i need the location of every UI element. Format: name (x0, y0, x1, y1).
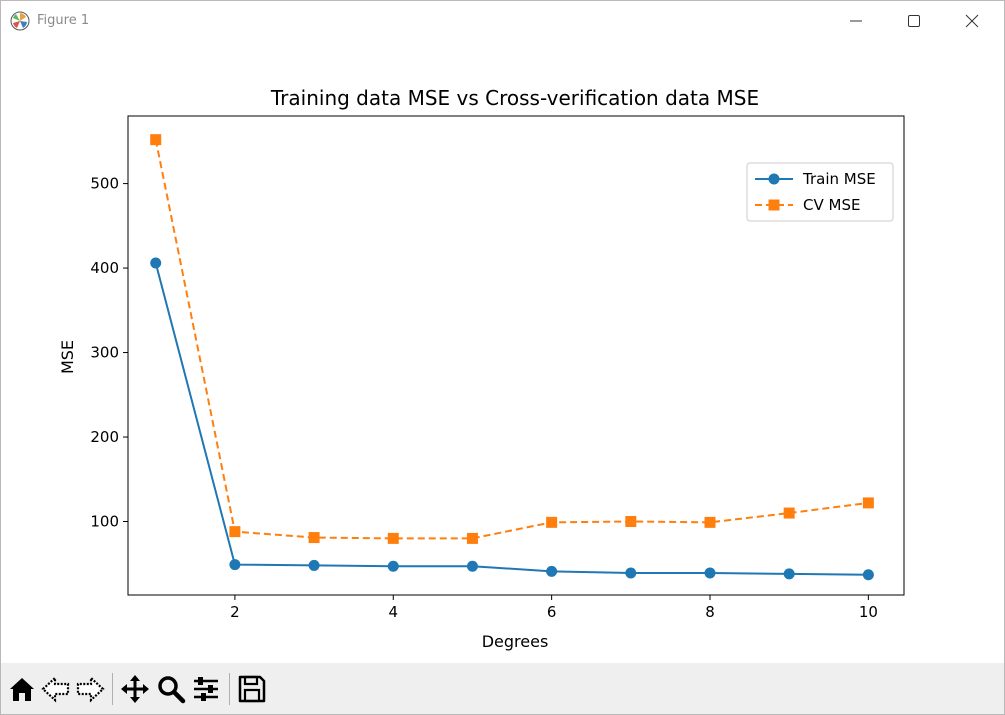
data-point-cv-mse (783, 507, 795, 519)
plot-area: 2 4 6 8 10 100 200 300 400 500 Train MSE CV MSE (90, 115, 905, 621)
data-point-train-mse (466, 560, 478, 572)
series-line-cv-mse (154, 139, 869, 540)
data-point-train-mse (229, 559, 241, 571)
y-tick-label: 500 (90, 175, 119, 193)
save-button[interactable] (237, 674, 267, 704)
data-point-train-mse (783, 568, 795, 580)
home-icon (10, 678, 34, 701)
x-tick-label: 4 (388, 603, 398, 621)
data-point-cv-mse (229, 526, 241, 538)
legend-marker (768, 173, 780, 185)
forward-arrow-icon (76, 675, 105, 703)
data-point-cv-mse (625, 516, 637, 528)
minimize-icon (850, 20, 862, 22)
y-axis-label: MSE (58, 340, 77, 374)
magnifier-icon (158, 676, 186, 704)
navigation-toolbar (1, 663, 1004, 714)
title-bar[interactable]: Figure 1 (1, 1, 1004, 41)
data-point-train-mse (704, 567, 716, 579)
legend-label: Train MSE (802, 170, 876, 188)
zoom-button[interactable] (156, 674, 186, 704)
maximize-icon (908, 15, 920, 27)
home-button[interactable] (7, 674, 37, 704)
data-point-train-mse (546, 565, 558, 577)
axes-frame (127, 115, 905, 596)
toolbar-separator (229, 673, 230, 705)
matplotlib-logo-icon (10, 11, 30, 31)
data-point-train-mse (150, 257, 162, 269)
floppy-disk-icon (238, 675, 266, 703)
toolbar-separator (112, 673, 113, 705)
back-arrow-icon (41, 675, 70, 703)
x-axis-label: Degrees (482, 632, 549, 651)
x-tick-label: 2 (230, 603, 240, 621)
data-point-train-mse (308, 559, 320, 571)
x-tick-label: 8 (705, 603, 715, 621)
back-button[interactable] (41, 674, 71, 704)
y-tick-label: 300 (90, 344, 119, 362)
data-point-train-mse (862, 569, 874, 581)
legend-label: CV MSE (803, 196, 860, 214)
forward-button[interactable] (75, 674, 105, 704)
maximize-button[interactable] (885, 1, 943, 41)
data-point-cv-mse (862, 497, 874, 509)
x-tick-label: 10 (859, 603, 878, 621)
series-line-train-mse (154, 262, 869, 576)
move-icon (121, 675, 149, 703)
data-point-cv-mse (546, 516, 558, 528)
legend-marker (768, 199, 780, 211)
y-tick-label: 200 (90, 428, 119, 446)
configure-subplots-button[interactable] (191, 674, 221, 704)
data-point-cv-mse (150, 134, 162, 146)
y-tick-label: 400 (90, 259, 119, 277)
data-point-cv-mse (466, 532, 478, 544)
pan-button[interactable] (120, 674, 150, 704)
chart-area: Training data MSE vs Cross-verification … (1, 41, 1004, 663)
legend: Train MSE CV MSE (746, 162, 894, 222)
minimize-button[interactable] (827, 1, 885, 41)
sliders-icon (194, 677, 218, 701)
legend-box (746, 162, 894, 222)
data-point-cv-mse (704, 516, 716, 528)
data-point-cv-mse (387, 532, 399, 544)
data-point-train-mse (625, 567, 637, 579)
close-button[interactable] (943, 1, 1001, 41)
y-tick-label: 100 (90, 513, 119, 531)
data-point-train-mse (387, 560, 399, 572)
close-icon (965, 14, 979, 28)
window-title: Figure 1 (37, 13, 90, 28)
chart-canvas: Training data MSE vs Cross-verification … (58, 86, 905, 651)
data-point-cv-mse (308, 532, 320, 544)
x-tick-label: 6 (547, 603, 557, 621)
chart-title: Training data MSE vs Cross-verification … (270, 86, 759, 110)
